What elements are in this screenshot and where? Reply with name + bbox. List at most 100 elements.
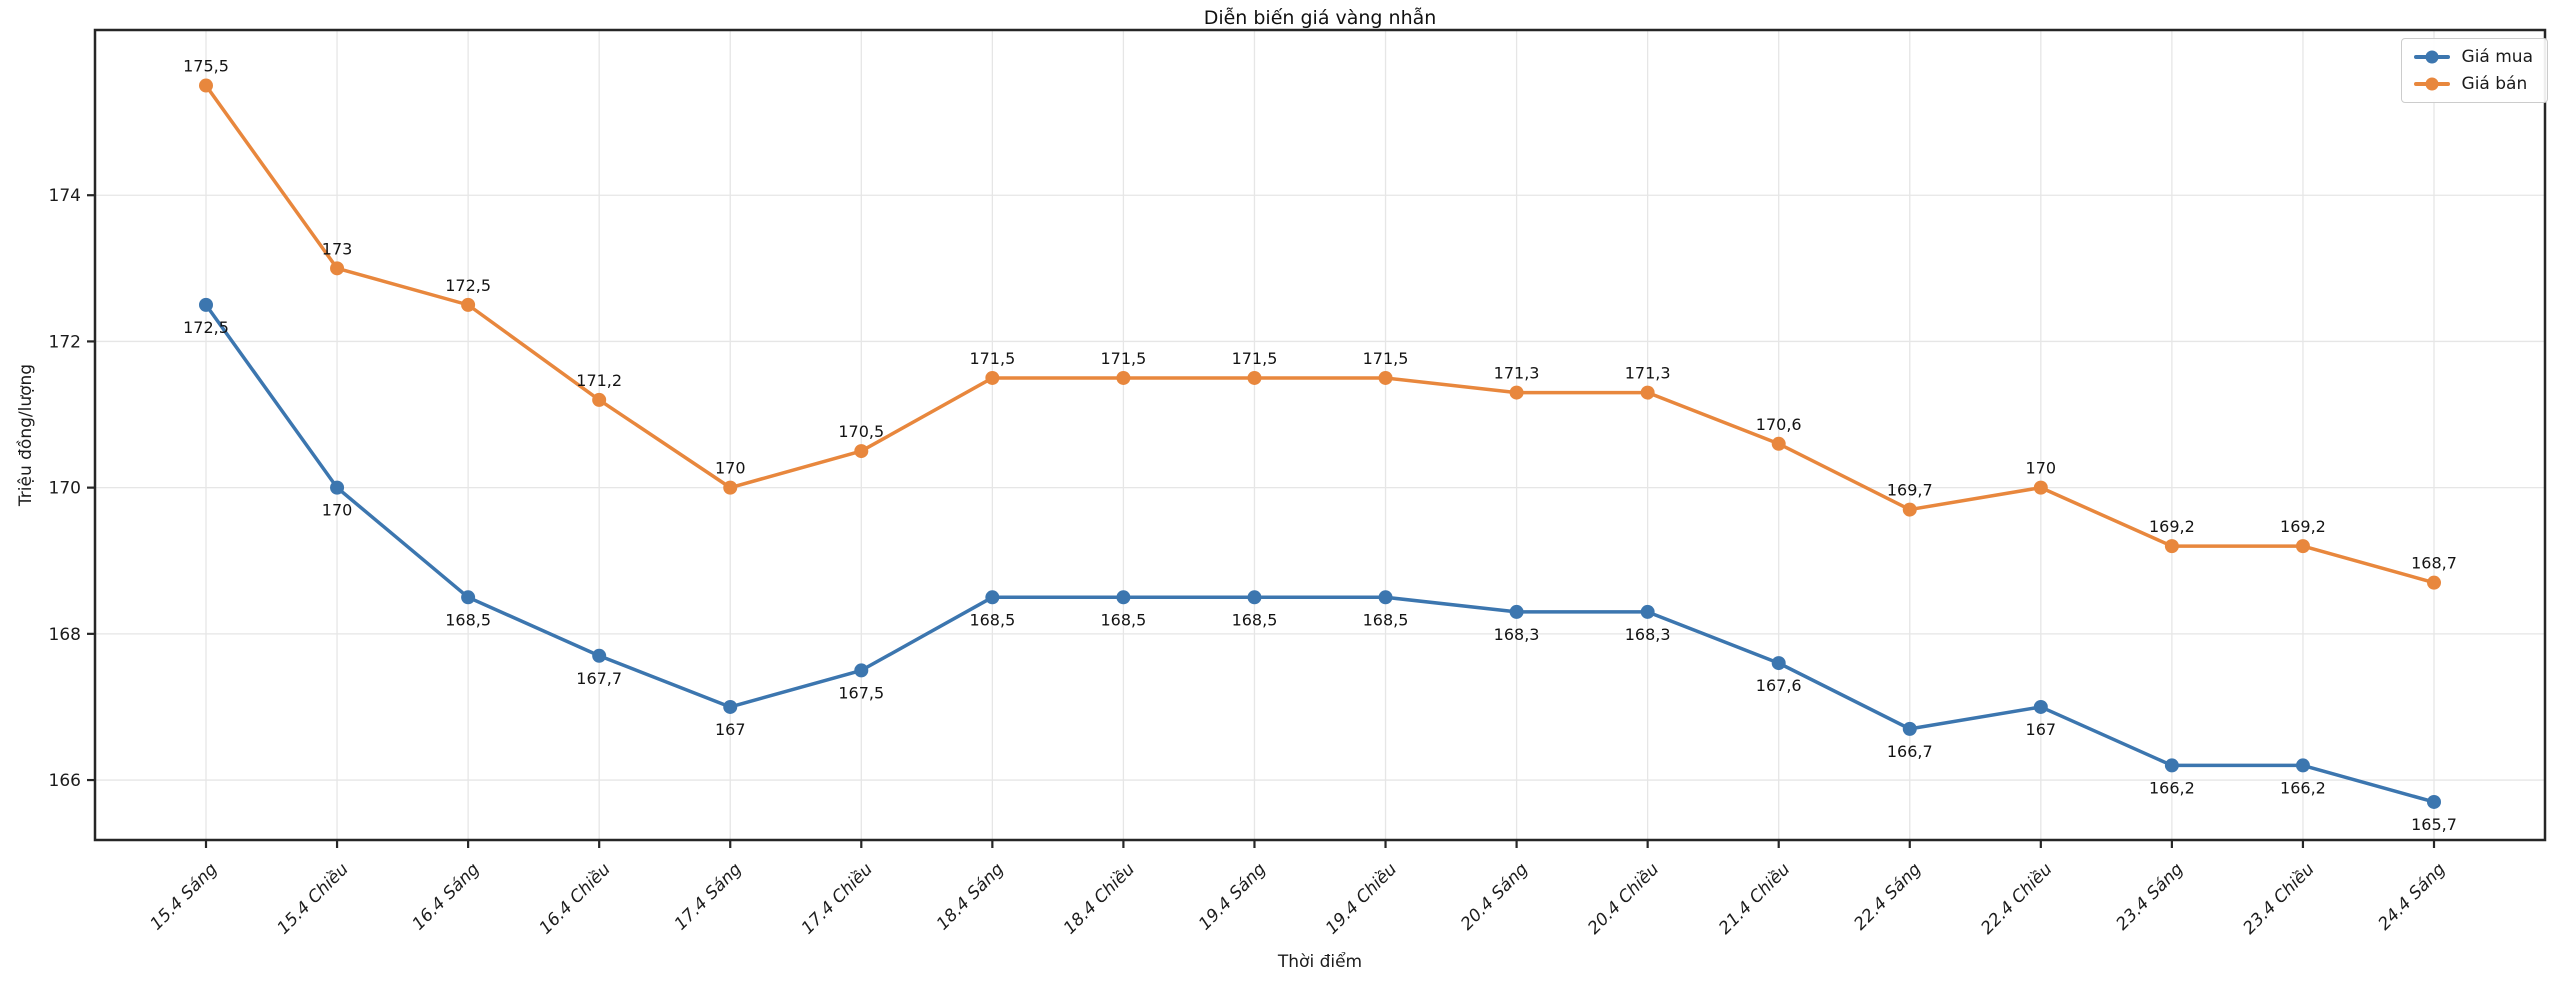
data-point-label: 168,5 (1101, 610, 1147, 629)
x-tick-label: 23.4 Chiều (2239, 859, 2319, 939)
chart-title: Diễn biến giá vàng nhẫn (1203, 7, 1437, 29)
data-point-label: 171,5 (1101, 349, 1147, 368)
data-point-label: 168,3 (1494, 625, 1540, 644)
data-point-label: 171,2 (576, 371, 622, 390)
legend-label: Giá bán (2461, 74, 2528, 94)
data-point (1247, 370, 1262, 385)
data-point-label: 175,5 (183, 57, 229, 76)
x-tick-label: 16.4 Sáng (409, 859, 484, 934)
data-point (1116, 590, 1131, 605)
x-axis-label: Thời điểm (1277, 952, 1363, 972)
data-point-label: 171,3 (1625, 364, 1671, 383)
data-point (2427, 575, 2441, 590)
data-point (854, 444, 869, 459)
data-point (1509, 604, 1524, 619)
data-point (2164, 758, 2179, 773)
data-point (2295, 539, 2310, 554)
data-point-label: 170,6 (1756, 415, 1802, 434)
legend-marker-icon (2425, 77, 2439, 91)
data-point-label: 169,2 (2280, 517, 2326, 536)
series-line (204, 303, 2436, 804)
data-point (1378, 370, 1393, 385)
data-point (985, 370, 1000, 385)
data-point (854, 663, 869, 678)
y-tick-label: 172 (49, 332, 81, 352)
data-point (1902, 502, 1917, 517)
data-point-label: 166,2 (2149, 778, 2195, 797)
x-tick-label: 22.4 Chiều (1977, 859, 2057, 939)
data-point-label: 166,7 (1887, 742, 1933, 761)
x-tick-label: 17.4 Sáng (671, 859, 746, 934)
legend: Giá mua Giá bán (2400, 38, 2548, 103)
data-point-label: 167,6 (1756, 676, 1802, 695)
data-point (199, 297, 213, 312)
x-tick-label: 15.4 Sáng (147, 859, 222, 934)
data-point-label: 171,5 (969, 349, 1015, 368)
legend-item-gia-ban: Giá bán (2413, 74, 2533, 94)
data-point (1378, 590, 1393, 605)
data-point (2295, 758, 2310, 773)
data-point-label: 170 (715, 459, 746, 478)
data-point-label: 168,7 (2411, 554, 2457, 573)
data-point-label: 167 (2026, 720, 2057, 739)
data-point (592, 648, 607, 663)
data-point-label: 173 (322, 239, 353, 258)
legend-marker-icon (2425, 50, 2439, 64)
y-tick-label: 174 (49, 186, 81, 206)
x-tick-label: 20.4 Chiều (1583, 859, 1663, 939)
data-point-label: 165,7 (2411, 815, 2457, 834)
data-point-label: 172,5 (183, 318, 229, 337)
data-point (1116, 370, 1131, 385)
x-tick-label: 19.4 Sáng (1195, 859, 1270, 934)
data-point-label: 171,5 (1363, 349, 1409, 368)
x-tick-label: 21.4 Chiều (1714, 859, 1794, 939)
x-tick-label: 15.4 Chiều (273, 859, 353, 939)
x-tick-label: 18.4 Chiều (1059, 859, 1139, 939)
data-point-label: 168,5 (1232, 610, 1278, 629)
plot-frame (93, 28, 2547, 842)
x-tick-label: 24.4 Sáng (2375, 859, 2450, 934)
data-point (1509, 385, 1524, 400)
legend-line-sample-icon (2413, 50, 2450, 64)
x-tick-label: 17.4 Chiều (797, 859, 877, 939)
x-tick-label: 19.4 Chiều (1321, 859, 1401, 939)
data-point-label: 170 (2026, 459, 2057, 478)
data-point-label: 169,2 (2149, 517, 2195, 536)
data-point (1771, 436, 1786, 451)
data-point (1247, 590, 1262, 605)
data-point (985, 590, 1000, 605)
data-point (723, 699, 738, 714)
data-point (1640, 385, 1655, 400)
data-point-label: 172,5 (445, 276, 491, 295)
data-point-label: 171,5 (1232, 349, 1278, 368)
data-point (1771, 656, 1786, 671)
data-point (461, 590, 476, 605)
data-point-label: 167,7 (576, 669, 622, 688)
data-point (592, 392, 607, 407)
data-point (2033, 480, 2048, 495)
legend-line-sample-icon (2413, 77, 2450, 91)
y-tick-label: 170 (49, 479, 81, 499)
legend-label: Giá mua (2461, 47, 2533, 67)
x-tick-label: 20.4 Sáng (1457, 859, 1532, 934)
x-tick-label: 16.4 Chiều (535, 859, 615, 939)
data-point-label: 170 (322, 501, 353, 520)
data-point-label: 169,7 (1887, 481, 1933, 500)
y-tick-label: 166 (49, 771, 81, 791)
data-point (330, 480, 345, 495)
data-point-label: 170,5 (838, 422, 884, 441)
data-point-label: 171,3 (1494, 364, 1540, 383)
x-tick-label: 23.4 Sáng (2112, 859, 2187, 934)
data-point (1640, 604, 1655, 619)
data-point-label: 168,5 (969, 610, 1015, 629)
data-point (2033, 699, 2048, 714)
data-point (330, 261, 345, 276)
data-point (199, 78, 213, 93)
legend-item-gia-mua: Giá mua (2413, 47, 2533, 67)
data-point-label: 168,3 (1625, 625, 1671, 644)
data-point (723, 480, 738, 495)
series-line (204, 83, 2436, 585)
x-tick-label: 22.4 Sáng (1850, 859, 1925, 934)
